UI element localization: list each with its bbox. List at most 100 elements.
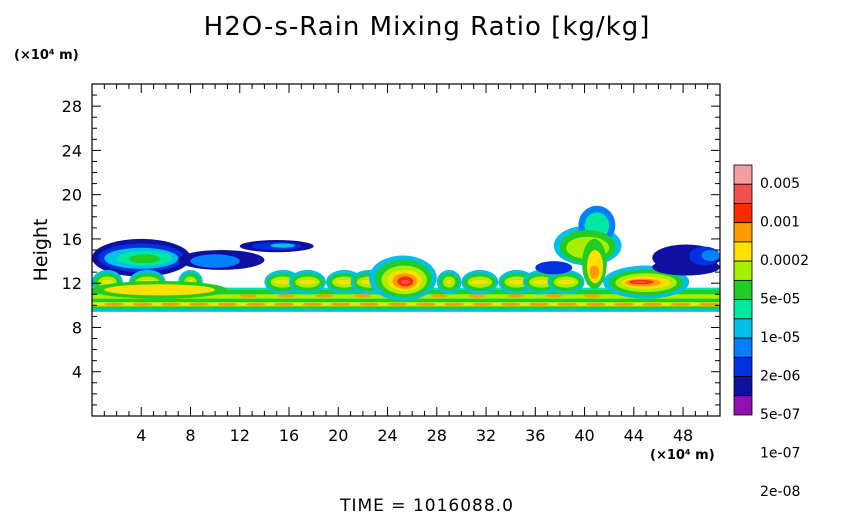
band-speck [274,302,294,306]
x-tick-label: 48 [673,426,693,445]
low-cloud [335,279,354,285]
anvil-east [701,250,720,262]
low-cloud [471,279,489,285]
colorbar-label: 0.0002 [760,253,809,269]
colorbar-swatch [733,183,753,204]
y-tick-label: 24 [62,141,82,160]
colorbar-label: 1e-07 [760,445,800,461]
y-tick-label: 28 [62,97,82,116]
band-speck [614,302,634,306]
band-speck [585,302,606,306]
low-cloud [446,279,452,285]
low-cloud [104,284,216,296]
anvil-west [190,254,240,268]
plot-frame [91,83,721,417]
colorbar-swatch [733,279,753,301]
band-speck [583,294,601,298]
band-speck [277,294,296,298]
band-speck [189,302,209,306]
band-speck [245,302,266,306]
anvil-west [270,243,296,248]
colorbar-swatch [733,241,753,262]
colorbar-swatch [733,299,753,320]
low-cloud [508,279,526,285]
y-tick-label: 4 [72,363,82,382]
band-layer [92,308,720,311]
x-tick-label: 8 [185,426,195,445]
band-speck [330,302,351,306]
band-speck [359,302,379,306]
band-speck [104,302,125,306]
band-speck [387,302,408,306]
tower-2 [589,265,600,279]
x-tick-label: 44 [624,426,644,445]
band-speck [316,294,334,298]
band-speck [670,302,691,306]
band-speck [468,294,487,298]
x-tick-label: 36 [525,426,545,445]
colorbar-swatch [733,376,753,397]
core-1 [401,279,410,285]
time-label: TIME = 1016088.0 [340,496,514,516]
colorbar-label: 5e-05 [760,292,800,308]
anvil-west [128,254,160,264]
band-speck [217,302,238,306]
y-tick-label: 20 [62,186,82,205]
mixing-ratio-field [92,205,720,312]
core-3 [633,280,648,284]
colorbar-swatch [733,203,753,224]
chart-title: H2O-s-Rain Mixing Ratio [kg/kg] [203,12,651,42]
band-speck [415,302,436,306]
x-unit-label: (×10⁴ m) [650,448,715,463]
colorbar-swatch [733,164,753,185]
colorbar-label: 2e-08 [760,484,800,500]
x-tick-label: 28 [427,426,447,445]
colorbar-swatch [733,222,753,243]
colorbar-swatch [733,318,753,339]
band-speck [506,294,525,298]
band-speck [354,294,372,298]
colorbar-swatch [733,260,753,281]
x-tick-label: 40 [574,426,594,445]
tower-2 [535,261,573,275]
colorbar-swatch [733,356,753,377]
colorbar-swatch [733,395,753,416]
x-tick-label: 12 [230,426,250,445]
x-tick-label: 20 [328,426,348,445]
band-speck [160,302,181,306]
colorbar-label: 0.005 [760,176,800,192]
band-speck [302,302,323,306]
y-tick-label: 16 [62,230,82,249]
band-speck [699,302,719,306]
band-speck [529,302,549,306]
y-tick-label: 12 [62,274,82,293]
colorbar-label: 0.001 [760,215,800,231]
band-speck [472,302,493,306]
colorbar-swatch [733,337,753,358]
low-cloud [557,279,575,285]
band-speck [239,294,258,298]
low-cloud [532,279,551,285]
band-speck [642,302,663,306]
band-speck [132,302,153,306]
x-tick-label: 32 [476,426,496,445]
colorbar-label: 5e-07 [760,407,800,423]
y-axis-label: Height [30,219,52,282]
colorbar-label: 1e-05 [760,330,800,346]
low-cloud [101,279,113,285]
y-unit-label: (×10⁴ m) [14,48,79,63]
x-tick-label: 4 [136,426,146,445]
band-speck [430,294,448,298]
colorbar: 0.005 0.001 0.0002 5e-05 1e-05 2e-06 5e-07 1e-0… [733,164,809,500]
x-tick-label: 16 [279,426,299,445]
band-speck [545,294,563,298]
low-cloud [274,279,292,285]
y-tick-label: 8 [72,318,82,337]
band-speck [500,302,521,306]
band-speck [557,302,578,306]
band-speck [444,302,464,306]
low-cloud [298,279,317,285]
x-tick-label: 24 [377,426,397,445]
